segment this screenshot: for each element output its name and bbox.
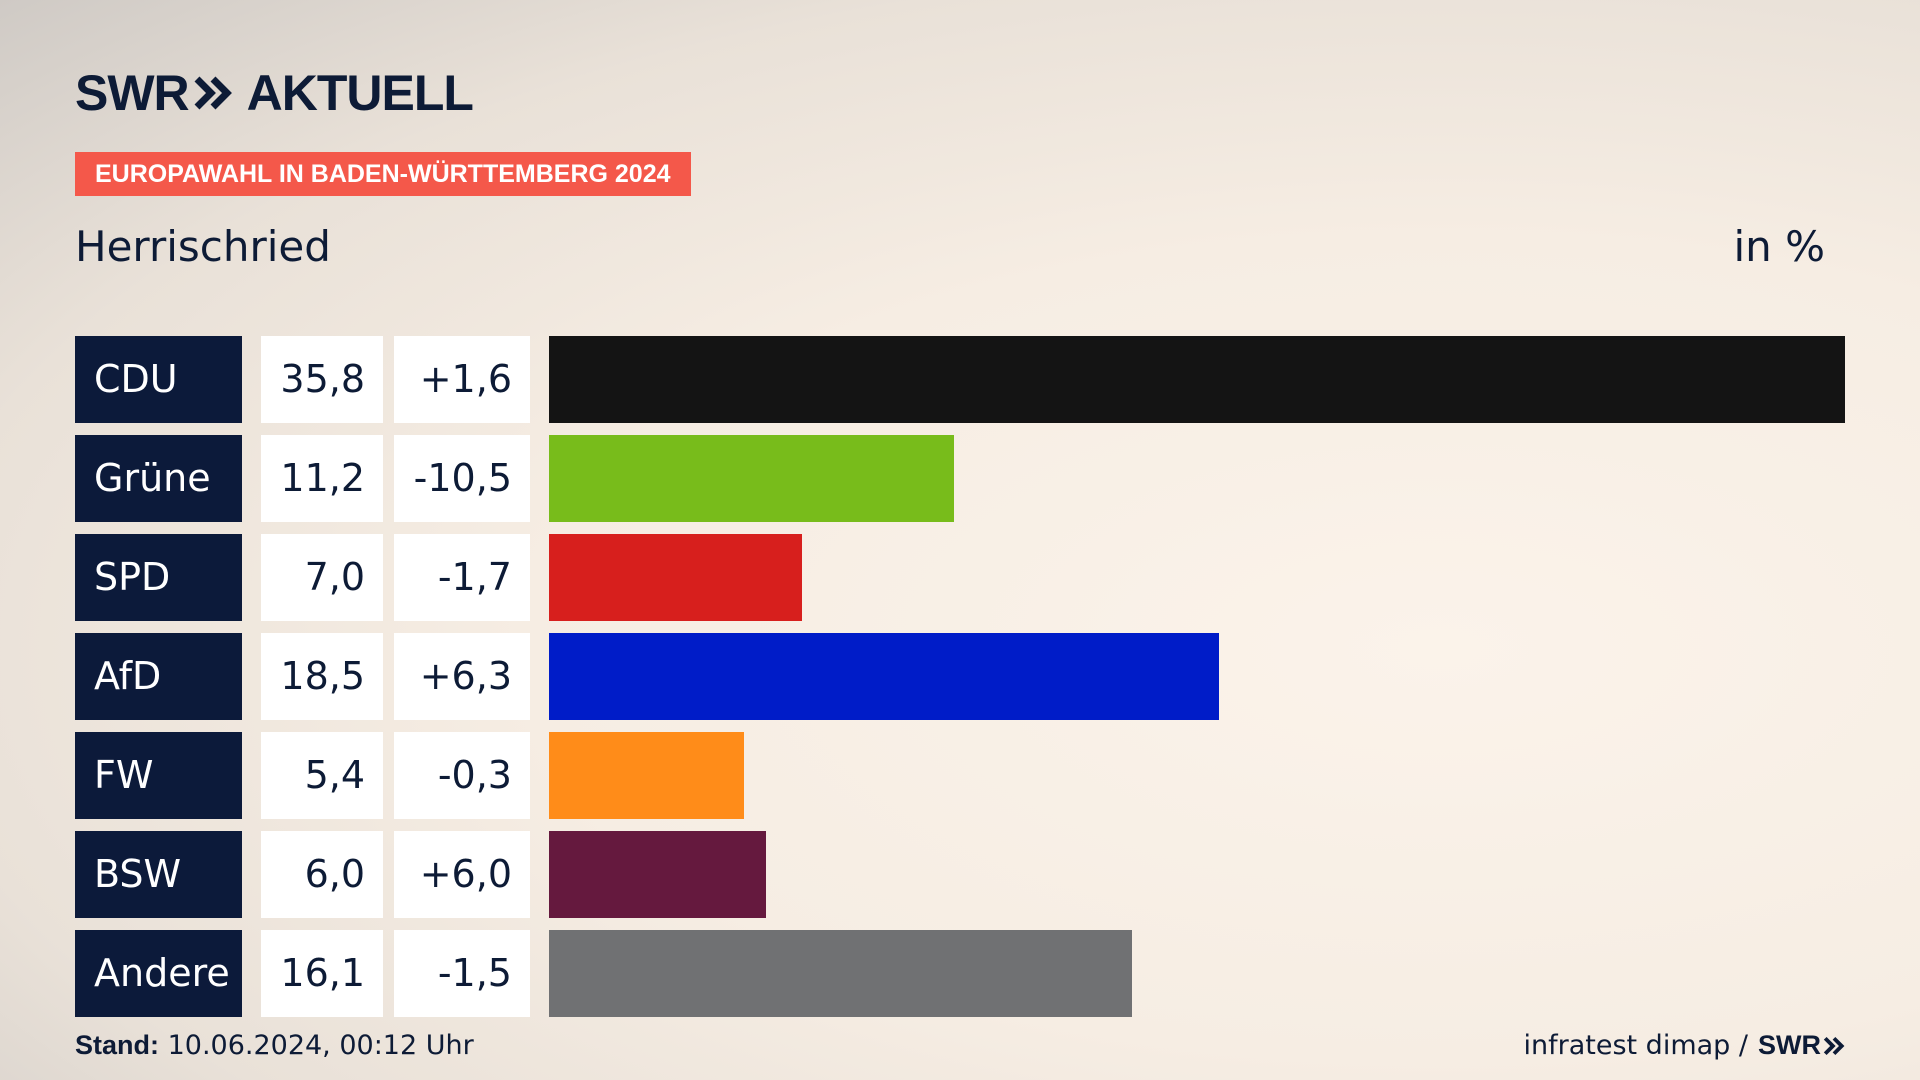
- change-label: -10,5: [394, 435, 530, 522]
- vote-share-label: 16,1: [261, 930, 383, 1017]
- swr-footer-logo: SWR: [1758, 1030, 1845, 1061]
- timestamp: Stand: 10.06.2024, 00:12 Uhr: [75, 1030, 474, 1061]
- vote-share-label: 18,5: [261, 633, 383, 720]
- change-label: -1,5: [394, 930, 530, 1017]
- bar-afd: [549, 633, 1219, 720]
- logo-aktuell-text: AKTUELL: [246, 65, 474, 121]
- stand-label: Stand:: [75, 1030, 159, 1060]
- result-row: AfD 18,5 +6,3: [75, 633, 1845, 720]
- vote-share-label: 6,0: [261, 831, 383, 918]
- unit-label: in %: [1733, 222, 1825, 271]
- vote-share-label: 35,8: [261, 336, 383, 423]
- party-label: CDU: [75, 336, 242, 423]
- party-label: Grüne: [75, 435, 242, 522]
- bar-bsw: [549, 831, 766, 918]
- party-label: AfD: [75, 633, 242, 720]
- party-label: BSW: [75, 831, 242, 918]
- bar-grüne: [549, 435, 954, 522]
- swr-footer-logo-text: SWR: [1758, 1030, 1821, 1060]
- bar-cdu: [549, 336, 1845, 423]
- location-title: Herrischried: [75, 222, 331, 271]
- result-row: Grüne 11,2 -10,5: [75, 435, 1845, 522]
- result-row: FW 5,4 -0,3: [75, 732, 1845, 819]
- bar-spd: [549, 534, 802, 621]
- result-row: SPD 7,0 -1,7: [75, 534, 1845, 621]
- bar-andere: [549, 930, 1132, 1017]
- election-badge: EUROPAWAHL IN BADEN-WÜRTTEMBERG 2024: [75, 152, 691, 196]
- party-label: SPD: [75, 534, 242, 621]
- change-label: +1,6: [394, 336, 530, 423]
- source-credit: infratest dimap / SWR: [1523, 1030, 1845, 1061]
- double-chevron-icon: [194, 76, 232, 110]
- vote-share-label: 11,2: [261, 435, 383, 522]
- change-label: -0,3: [394, 732, 530, 819]
- vote-share-label: 5,4: [261, 732, 383, 819]
- vote-share-label: 7,0: [261, 534, 383, 621]
- stand-value: 10.06.2024, 00:12 Uhr: [167, 1030, 474, 1061]
- change-label: +6,3: [394, 633, 530, 720]
- change-label: +6,0: [394, 831, 530, 918]
- swr-aktuell-logo: SWR AKTUELL: [75, 65, 474, 121]
- result-row: BSW 6,0 +6,0: [75, 831, 1845, 918]
- logo-swr-text: SWR: [75, 65, 190, 121]
- double-chevron-small-icon: [1823, 1036, 1845, 1055]
- source-text: infratest dimap /: [1523, 1030, 1748, 1061]
- change-label: -1,7: [394, 534, 530, 621]
- bar-fw: [549, 732, 744, 819]
- result-row: Andere 16,1 -1,5: [75, 930, 1845, 1017]
- party-label: Andere: [75, 930, 242, 1017]
- result-row: CDU 35,8 +1,6: [75, 336, 1845, 423]
- party-label: FW: [75, 732, 242, 819]
